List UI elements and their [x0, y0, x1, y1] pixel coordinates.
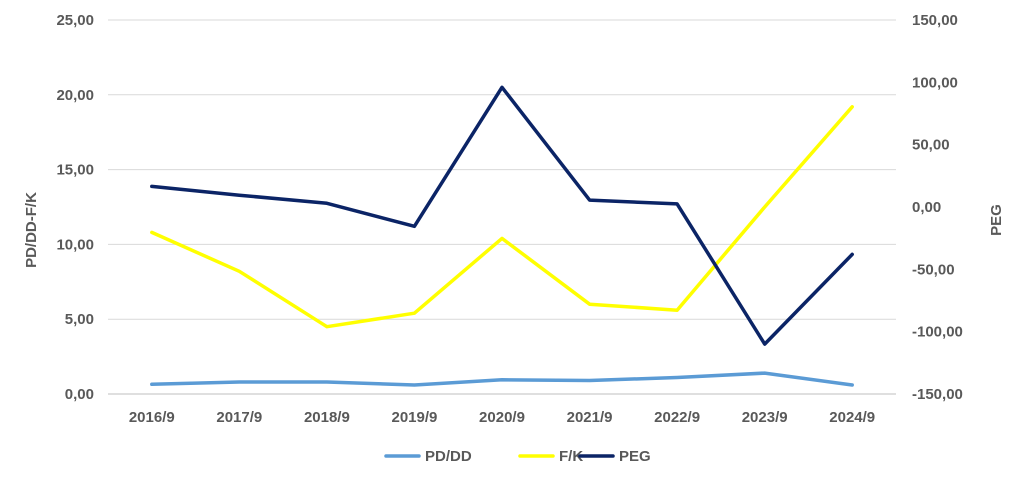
legend-label: F/K — [559, 448, 583, 465]
left-tick-label: 5,00 — [65, 311, 94, 328]
left-axis-ticks: 0,00 5,00 10,00 15,00 20,00 25,00 — [56, 12, 94, 403]
x-tick-label: 2024/9 — [829, 409, 875, 426]
right-axis-ticks: -150,00 -100,00 -50,00 0,00 50,00 100,00 150,0… — [912, 12, 963, 403]
x-axis-ticks: 2016/9 2017/9 2018/9 2019/9 2020/9 2021/9 2022… — [129, 409, 875, 426]
series-line-peg — [150, 85, 854, 346]
legend-label: PEG — [619, 448, 651, 465]
legend: PD/DD F/K PEG — [384, 448, 651, 465]
right-tick-label: -50,00 — [912, 261, 955, 278]
gridlines — [108, 19, 896, 395]
right-tick-label: 150,00 — [912, 12, 958, 29]
left-tick-label: 25,00 — [56, 12, 94, 29]
x-tick-label: 2022/9 — [654, 409, 700, 426]
series-line-f-k — [150, 105, 854, 329]
x-tick-label: 2018/9 — [304, 409, 350, 426]
legend-label: PD/DD — [425, 448, 472, 465]
left-tick-label: 15,00 — [56, 162, 94, 179]
x-tick-label: 2021/9 — [567, 409, 613, 426]
x-tick-label: 2019/9 — [391, 409, 437, 426]
x-tick-label: 2023/9 — [742, 409, 788, 426]
right-tick-label: 50,00 — [912, 137, 950, 154]
series-lines — [150, 85, 854, 387]
right-tick-label: 100,00 — [912, 74, 958, 91]
x-tick-label: 2016/9 — [129, 409, 175, 426]
legend-item-pd-dd: PD/DD — [384, 448, 472, 465]
left-tick-label: 10,00 — [56, 236, 94, 253]
right-tick-label: -100,00 — [912, 324, 963, 341]
left-axis-title: PD/DD-F/K — [23, 192, 40, 268]
legend-item-peg: PEG — [578, 448, 651, 465]
series-line-pd-dd — [150, 371, 854, 387]
right-tick-label: 0,00 — [912, 199, 941, 216]
x-tick-label: 2017/9 — [216, 409, 262, 426]
left-tick-label: 0,00 — [65, 386, 94, 403]
right-axis-title: PEG — [988, 204, 1005, 236]
x-tick-label: 2020/9 — [479, 409, 525, 426]
left-tick-label: 20,00 — [56, 87, 94, 104]
right-tick-label: -150,00 — [912, 386, 963, 403]
legend-item-f-k: F/K — [518, 448, 583, 465]
